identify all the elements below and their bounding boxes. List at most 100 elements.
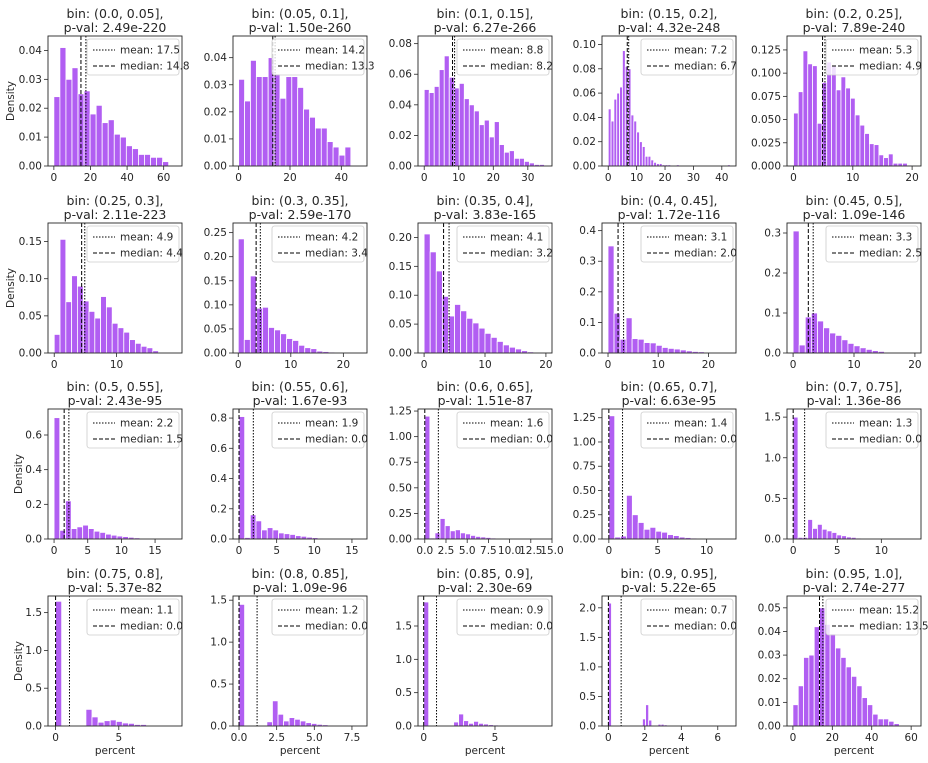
histogram-bar — [292, 340, 300, 354]
histogram-bar — [110, 534, 118, 540]
histogram-bar — [831, 65, 837, 167]
histogram-bar — [53, 334, 61, 354]
histogram-bar — [650, 159, 655, 167]
y-tick-label: 1.5 — [764, 412, 781, 424]
x-tick-label: 10 — [875, 545, 888, 557]
legend-mean-label: mean: 1.1 — [120, 605, 173, 617]
histogram-bar — [626, 494, 633, 540]
histogram-bar — [470, 535, 477, 540]
histogram-bar — [288, 717, 296, 727]
histogram-bar — [119, 136, 127, 167]
panel-0: bin: (0.0, 0.05],p-val: 2.49e-220 0.00 0.0… — [5, 6, 190, 184]
histogram-bar — [105, 306, 113, 354]
panel-10: bin: (0.5, 0.55],p-val: 2.43e-95 0.0 0.2 0.… — [13, 379, 183, 557]
x-tick-label: 2.5 — [438, 545, 455, 557]
y-tick-label: 1.25 — [573, 412, 596, 424]
legend-box — [86, 225, 180, 263]
y-tick-label: 0.00 — [389, 348, 412, 360]
histogram-bar — [619, 338, 627, 354]
legend-box — [640, 38, 734, 76]
x-tick-label: 10 — [847, 359, 860, 371]
histogram-bar — [835, 89, 842, 167]
legend: mean: 2.2 median: 1.5 — [86, 411, 183, 449]
legend-box — [271, 411, 365, 449]
panel-title-pval: p-val: 5.37e-82 — [68, 580, 163, 595]
histogram-bar — [454, 304, 462, 354]
legend-mean-label: mean: 17.5 — [120, 45, 180, 57]
histogram-bar — [810, 312, 818, 354]
y-tick-label: 0.02 — [573, 136, 596, 148]
legend: mean: 4.2 median: 3.4 — [271, 225, 368, 263]
panel-2: bin: (0.1, 0.15],p-val: 6.27e-266 0.00 0.0… — [389, 6, 553, 184]
histogram-bar — [255, 520, 263, 540]
y-tick-label: 0.05 — [19, 310, 42, 322]
histogram-bar — [279, 97, 287, 167]
histogram-bar — [483, 119, 490, 167]
panel-15: bin: (0.75, 0.8],p-val: 5.37e-82 0.0 0.5 1.… — [13, 566, 183, 757]
y-tick-label: 0.75 — [389, 457, 412, 469]
histogram-bar — [97, 721, 105, 727]
histogram-bar — [851, 675, 858, 727]
histogram-bar — [111, 322, 119, 354]
histogram-bar — [518, 157, 525, 167]
x-tick-label: 0 — [235, 359, 242, 371]
panel-18: bin: (0.9, 0.95],p-val: 5.22e-65 0.0 0.5 1.… — [579, 566, 737, 757]
histogram-bar — [138, 154, 145, 167]
x-tick-label: 20 — [905, 172, 918, 184]
y-axis-label: Density — [5, 268, 17, 308]
x-tick-label: 20 — [702, 359, 715, 371]
x-tick-label: 10 — [308, 545, 321, 557]
histogram-bar — [645, 704, 650, 727]
histogram-bar — [490, 336, 498, 354]
y-tick-label: 0.15 — [204, 275, 227, 287]
panel-12: bin: (0.6, 0.65],p-val: 1.51e-87 0.00 0.25… — [389, 379, 564, 557]
panel-title-pval: p-val: 1.36e-86 — [807, 393, 902, 408]
x-tick-label: 10 — [452, 172, 465, 184]
y-tick-label: 0.05 — [758, 602, 781, 614]
histogram-bar — [649, 526, 657, 540]
histogram-bar — [134, 342, 142, 354]
x-tick-label: 0 — [236, 545, 243, 557]
histogram-bar — [428, 92, 435, 167]
histogram-bar — [443, 55, 450, 167]
y-tick-label: 0.00 — [204, 348, 227, 360]
histogram-bar — [859, 124, 866, 167]
panel-title-pval: p-val: 4.32e-248 — [618, 20, 721, 35]
x-tick-label: 5 — [84, 545, 91, 557]
histogram-bar — [673, 348, 681, 354]
histogram-bar — [498, 144, 505, 167]
histogram-bar — [802, 50, 809, 167]
panel-5: bin: (0.25, 0.3],p-val: 2.11e-223 0.00 0.0… — [5, 193, 183, 371]
histogram-bar — [836, 534, 843, 540]
x-tick-label: 6 — [714, 732, 721, 744]
histogram-bar — [821, 528, 828, 540]
x-tick-label: 0 — [605, 732, 612, 744]
histogram-bar — [493, 121, 500, 167]
histogram-bar — [528, 162, 535, 167]
y-tick-label: 0.00 — [204, 161, 227, 173]
histogram-bar — [435, 270, 443, 354]
x-tick-label: 10 — [115, 545, 128, 557]
histogram-bar — [823, 327, 831, 354]
y-tick-label: 0.04 — [389, 99, 413, 111]
legend-mean-label: mean: 4.9 — [120, 232, 173, 244]
histogram-bar — [466, 317, 474, 354]
x-tick-label: 0 — [790, 172, 797, 184]
legend-box — [825, 225, 919, 263]
y-tick-label: 0.4 — [25, 464, 42, 476]
histogram-bar — [797, 685, 804, 727]
histogram-bar — [864, 133, 870, 167]
x-tick-label: 0 — [235, 172, 242, 184]
y-tick-label: 0.02 — [389, 130, 412, 142]
legend: mean: 5.3 median: 4.9 — [825, 38, 922, 76]
x-tick-label: 10.0 — [498, 545, 521, 557]
legend: mean: 4.9 median: 4.4 — [86, 225, 183, 263]
axes-frame — [417, 35, 553, 167]
histogram-bar — [792, 416, 799, 540]
histogram-bar — [100, 296, 107, 354]
x-tick-label: 5.0 — [459, 545, 476, 557]
panel-title-pval: p-val: 1.09e-96 — [253, 580, 348, 595]
histogram-bar — [812, 528, 818, 540]
y-tick-label: 0.025 — [751, 137, 781, 149]
y-tick-label: 0.2 — [210, 503, 227, 515]
